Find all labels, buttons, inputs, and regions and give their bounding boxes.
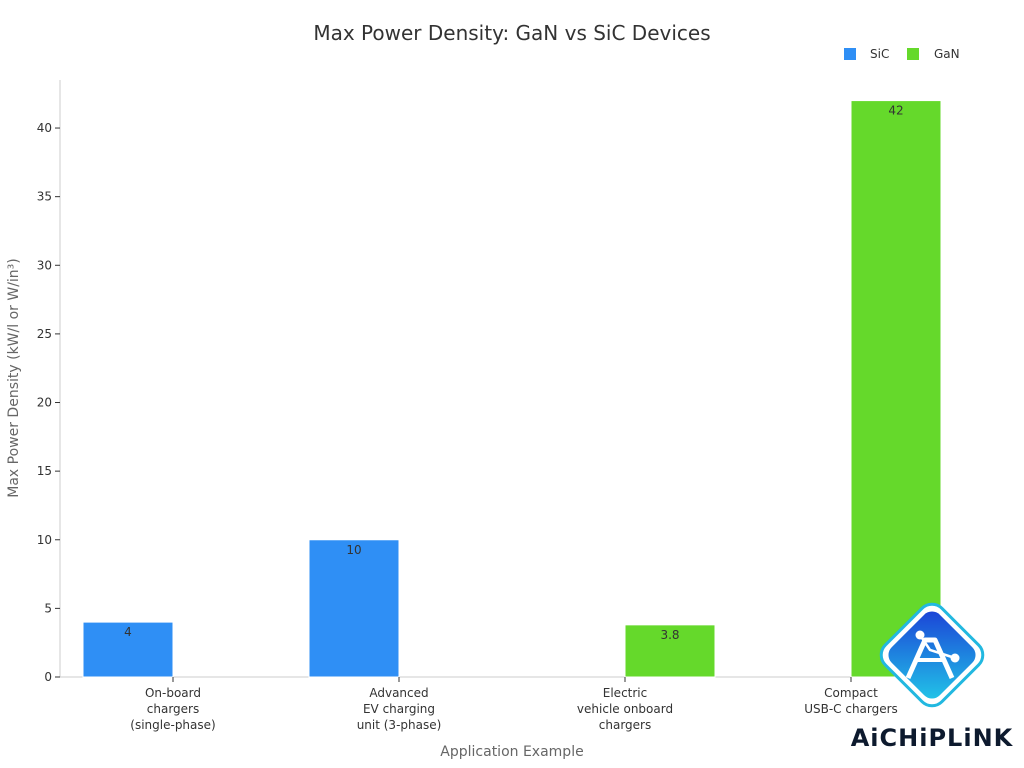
bar-sic bbox=[308, 539, 400, 678]
data-label: 10 bbox=[346, 543, 361, 557]
y-tick-label: 0 bbox=[44, 670, 52, 684]
x-tick-label-line: chargers bbox=[147, 702, 199, 716]
x-tick-label: Electric vehicle onboard chargers bbox=[577, 686, 673, 732]
chart-title: Max Power Density: GaN vs SiC Devices bbox=[313, 21, 710, 45]
brand-name: AiCHiPLiNK bbox=[851, 724, 1014, 752]
x-tick-label-line: On-board bbox=[145, 686, 201, 700]
y-tick-label: 35 bbox=[37, 190, 52, 204]
data-label: 3.8 bbox=[660, 628, 679, 642]
y-tick-label: 10 bbox=[37, 533, 52, 547]
bar-sic bbox=[82, 621, 174, 678]
x-tick-label: Compact USB-C chargers bbox=[804, 686, 898, 716]
x-tick-label: On-board chargers (single-phase) bbox=[130, 686, 215, 732]
data-label: 4 bbox=[124, 625, 132, 639]
legend-swatch-gan bbox=[907, 48, 919, 60]
y-tick-label: 20 bbox=[37, 396, 52, 410]
x-tick-label: Advanced EV charging unit (3-phase) bbox=[357, 686, 442, 732]
x-tick-label-line: EV charging bbox=[363, 702, 435, 716]
y-tick-label: 5 bbox=[44, 601, 52, 615]
logo-circuit-trace bbox=[918, 634, 956, 660]
brand-logo: AiCHiPLiNK bbox=[851, 602, 1014, 752]
legend: SiC GaN bbox=[844, 47, 960, 61]
y-tick-label: 15 bbox=[37, 464, 52, 478]
x-axis-labels: On-board chargers (single-phase) Advanced EV… bbox=[130, 677, 898, 732]
x-tick-label-line: Compact bbox=[824, 686, 878, 700]
bar-gan bbox=[850, 100, 942, 678]
legend-label-sic: SiC bbox=[870, 47, 889, 61]
y-tick-label: 25 bbox=[37, 327, 52, 341]
x-tick-label-line: Electric bbox=[603, 686, 647, 700]
x-axis-title: Application Example bbox=[440, 744, 583, 760]
y-tick-label: 40 bbox=[37, 121, 52, 135]
bar-gan bbox=[624, 624, 716, 678]
data-label: 42 bbox=[888, 104, 903, 118]
x-tick-label-line: Advanced bbox=[369, 686, 428, 700]
x-tick-label-line: USB-C chargers bbox=[804, 702, 898, 716]
x-tick-label-line: chargers bbox=[599, 718, 651, 732]
x-tick-label-line: (single-phase) bbox=[130, 718, 215, 732]
y-axis-title: Max Power Density (kW/l or W/in³) bbox=[6, 258, 22, 497]
y-axis-ticks: 0 5 10 15 20 25 30 35 40 bbox=[37, 121, 60, 684]
x-tick-label-line: unit (3-phase) bbox=[357, 718, 442, 732]
legend-swatch-sic bbox=[844, 48, 856, 60]
y-tick-label: 30 bbox=[37, 258, 52, 272]
legend-label-gan: GaN bbox=[934, 47, 960, 61]
x-tick-label-line: vehicle onboard bbox=[577, 702, 673, 716]
bars: 4 10 3.8 42 bbox=[82, 100, 942, 678]
